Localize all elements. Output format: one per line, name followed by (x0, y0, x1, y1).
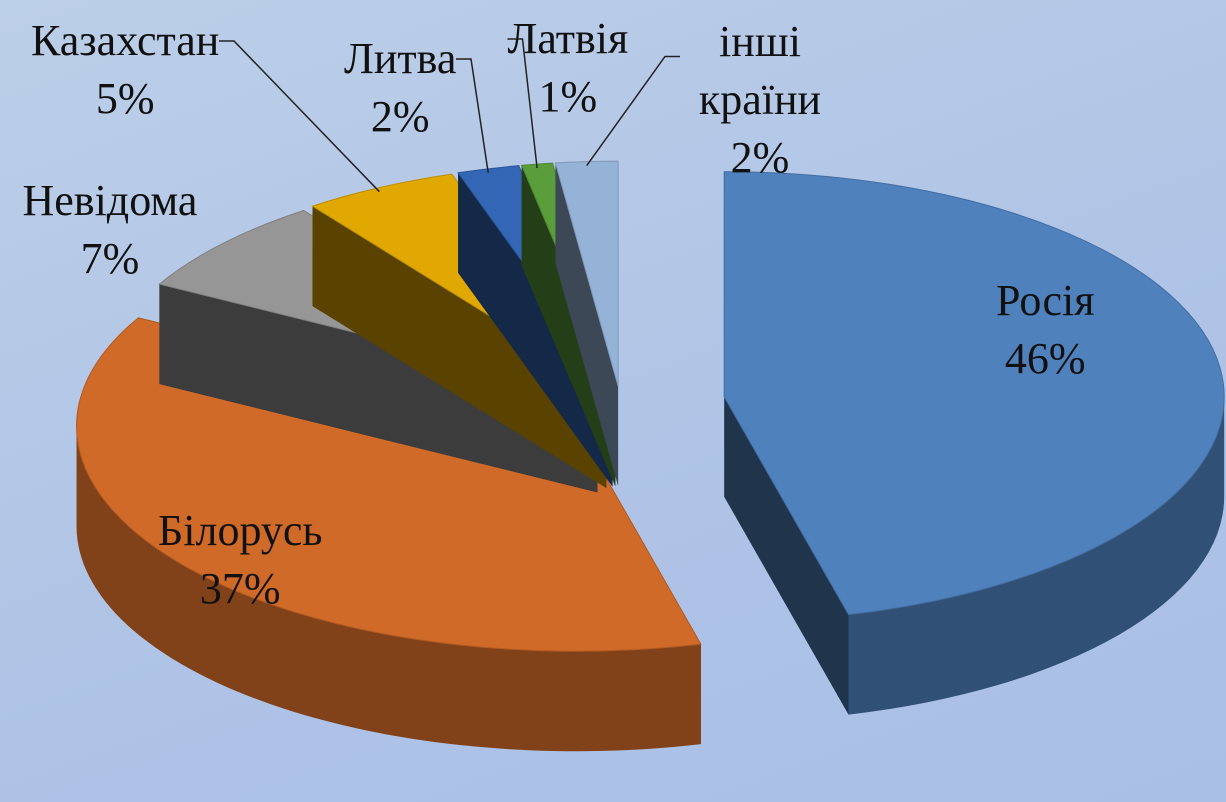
data-label: Литва 2% (344, 30, 456, 146)
leader-line (219, 40, 380, 193)
slice-side (555, 162, 619, 487)
data-label: Росія 46% (996, 272, 1094, 388)
label-name: Казахстан (31, 16, 220, 65)
label-name: Невідома (22, 176, 198, 225)
slice-side (458, 172, 613, 487)
label-name: Литва (344, 34, 457, 83)
data-label: інші країни 2% (680, 13, 840, 187)
label-name: інші країни (698, 17, 822, 125)
slice-wall (848, 396, 1225, 715)
label-value: 7% (80, 234, 140, 284)
label-name: Латвія (507, 14, 629, 63)
label-value: 5% (95, 74, 155, 124)
data-label: Невідома 7% (23, 172, 198, 288)
data-label: Казахстан 5% (31, 12, 219, 128)
slice-side (724, 396, 849, 715)
slice-wall (76, 426, 701, 752)
label-value: 2% (370, 92, 430, 142)
label-value: 37% (199, 564, 281, 614)
label-value: 2% (730, 133, 790, 183)
slice (554, 160, 619, 387)
label-value: 46% (1004, 334, 1086, 384)
leader-line (586, 55, 680, 167)
slice (723, 171, 1225, 616)
label-name: Білорусь (158, 506, 323, 555)
slice-side (312, 206, 607, 489)
leader-line (456, 58, 489, 173)
slice-side (521, 165, 616, 487)
data-label: Білорусь 37% (158, 502, 322, 618)
data-label: Латвія 1% (508, 10, 629, 126)
label-name: Росія (996, 276, 1095, 325)
label-value: 1% (538, 72, 598, 122)
slice-side (159, 284, 598, 493)
leader-line (507, 38, 538, 169)
